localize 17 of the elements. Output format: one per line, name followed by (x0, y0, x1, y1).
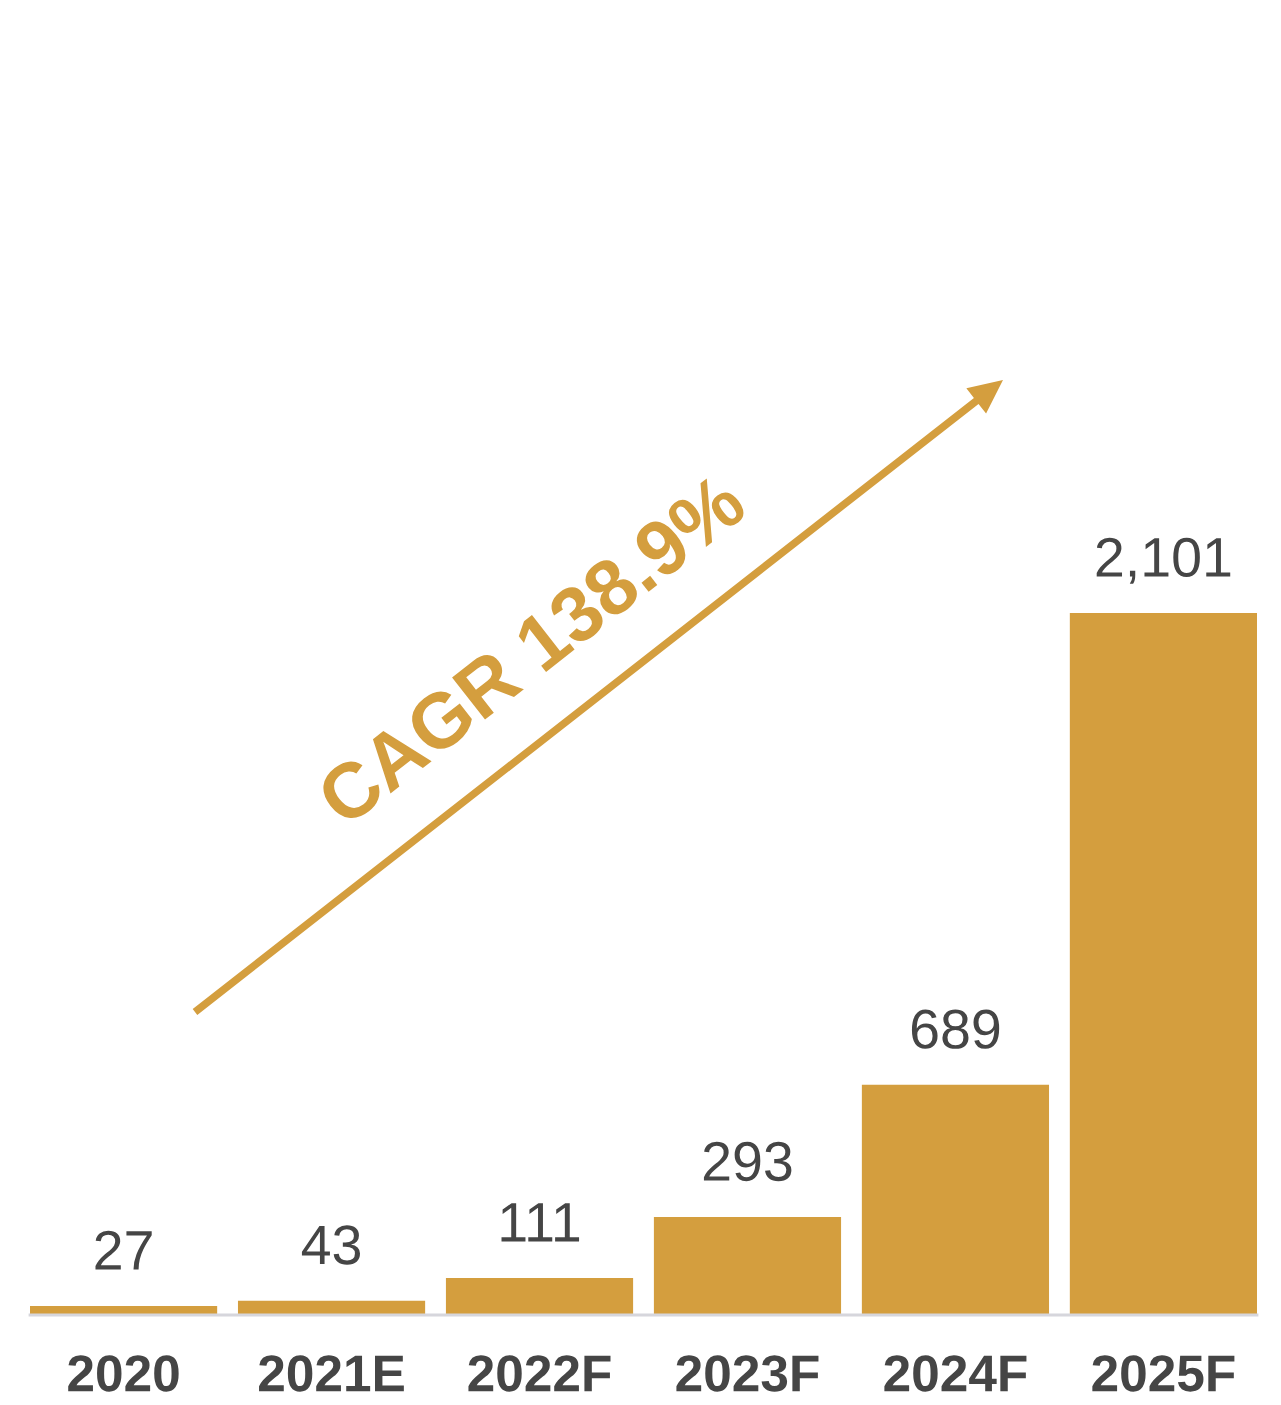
x-tick-label: 2020 (68, 1355, 179, 1392)
bar (653, 1217, 842, 1315)
bar (445, 1277, 634, 1315)
x-tick-label: 2025F (1092, 1355, 1235, 1392)
x-tick-label: 2021E (259, 1355, 404, 1392)
x-tick-label: 2024F (884, 1355, 1027, 1392)
x-tick-label: 2022F (468, 1355, 611, 1392)
x-tick-label: 2023F (676, 1355, 819, 1392)
data-label: 2,101 (1096, 537, 1231, 584)
bar (1069, 613, 1257, 1315)
data-label: 293 (703, 1141, 792, 1182)
data-label: 43 (301, 1225, 361, 1265)
bar (237, 1300, 426, 1315)
data-label: 27 (95, 1230, 152, 1270)
bar (861, 1084, 1050, 1315)
data-label: 689 (911, 1009, 1000, 1049)
data-label: 111 (501, 1203, 580, 1242)
